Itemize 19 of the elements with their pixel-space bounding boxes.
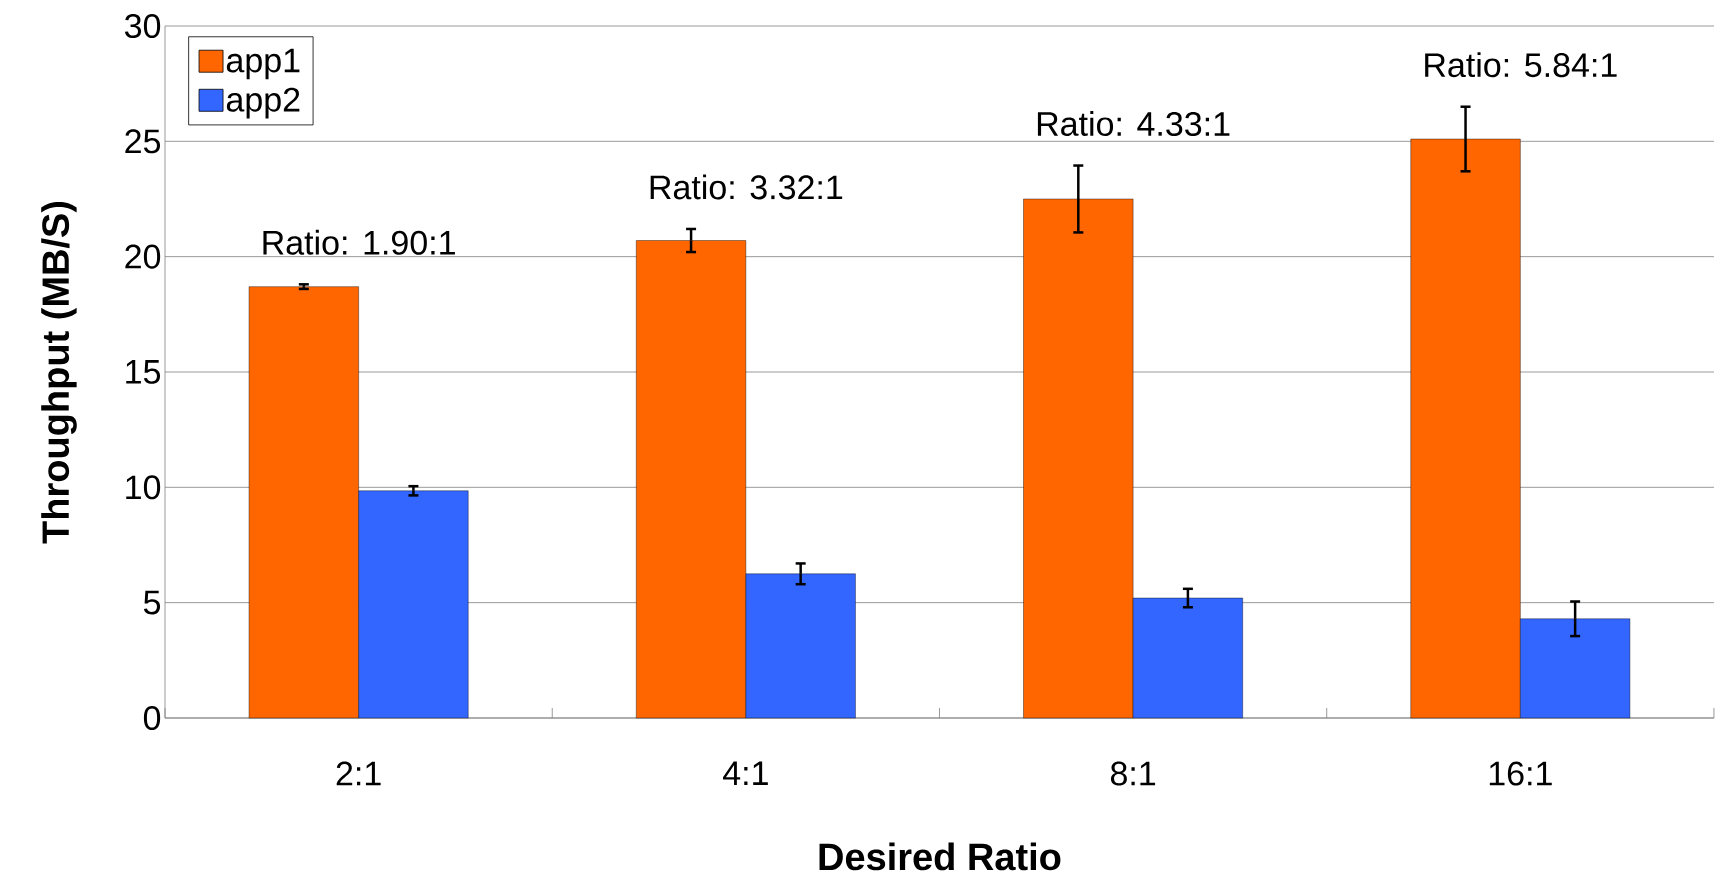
- y-tick-label: 15: [126, 360, 161, 384]
- annotation: Ratio: 4.33:1: [1037, 111, 1230, 137]
- legend-label: app2: [226, 87, 300, 119]
- y-tick-label: 10: [126, 475, 161, 500]
- annotation: Ratio: 5.84:1: [1425, 52, 1617, 78]
- annotation: Ratio: 1.90:1: [263, 229, 455, 255]
- y-tick-label: 30: [124, 13, 161, 39]
- y-tick-label: 0: [143, 705, 161, 731]
- x-tick-label: 16:1: [1489, 761, 1552, 786]
- x-axis-title: Desired Ratio: [819, 842, 1061, 871]
- y-tick-label: 5: [143, 590, 161, 615]
- y-axis-title: Throughput (MB/S): [41, 201, 77, 544]
- annotation: Ratio: 3.32:1: [650, 174, 843, 200]
- y-tick-label: 20: [125, 244, 161, 269]
- x-tick-label: 8:1: [1110, 761, 1156, 786]
- x-tick-label: 4:1: [723, 761, 768, 785]
- legend-label: app1: [226, 48, 300, 80]
- x-tick-label: 2:1: [336, 761, 381, 786]
- y-tick-label: 25: [125, 129, 161, 154]
